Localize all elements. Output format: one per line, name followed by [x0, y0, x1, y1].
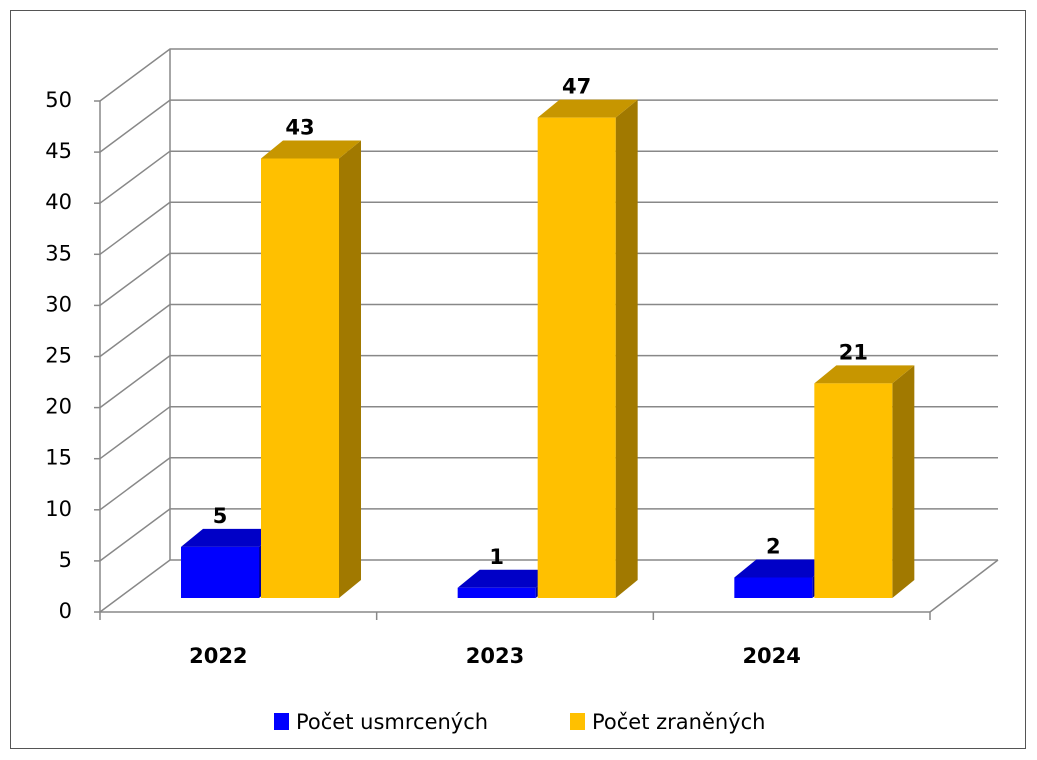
grid-line [99, 457, 998, 511]
data-label: 1 [489, 545, 504, 569]
legend-swatch [570, 713, 585, 730]
y-tick-label: 15 [45, 446, 72, 470]
grid-line [99, 48, 998, 102]
bar-top [457, 569, 558, 588]
grid-line [99, 405, 998, 460]
bar-front [537, 117, 616, 598]
grid-line [99, 201, 998, 255]
bar [261, 140, 361, 599]
data-label: 2 [766, 535, 781, 559]
bar-front [457, 587, 536, 598]
y-tick-label: 0 [59, 599, 72, 623]
grid-line [99, 150, 998, 204]
bar-top [181, 528, 281, 547]
grid-line [99, 303, 998, 358]
bar [537, 99, 638, 598]
y-tick-label: 10 [45, 497, 72, 521]
grid-line [99, 99, 998, 153]
data-label: 47 [562, 75, 591, 99]
bar-side [615, 99, 638, 598]
x-tick-label: 2023 [466, 644, 524, 668]
data-label: 5 [213, 504, 228, 528]
x-tick-label: 2024 [742, 644, 800, 668]
legend-label: Počet zraněných [592, 710, 766, 734]
y-tick-label: 50 [45, 88, 72, 112]
y-tick-label: 5 [59, 548, 72, 572]
grid-line [99, 508, 998, 562]
x-tick-label: 2022 [189, 644, 247, 668]
bar-top [814, 365, 915, 384]
legend-label: Počet usmrcených [296, 710, 488, 734]
y-tick-label: 35 [45, 241, 72, 265]
y-tick-label: 40 [45, 190, 72, 214]
bar-front [261, 158, 339, 599]
bar [814, 365, 915, 598]
bar-side [892, 365, 915, 598]
grid-line [99, 354, 998, 409]
data-label: 21 [839, 340, 868, 364]
bar-front [181, 546, 259, 598]
y-tick-label: 45 [45, 139, 72, 163]
bar-top [734, 559, 835, 578]
legend-swatch [274, 713, 289, 730]
y-tick-label: 30 [45, 292, 72, 316]
bar-side [339, 140, 361, 599]
bar-top [261, 140, 361, 159]
floor-edge [929, 559, 999, 613]
data-label: 43 [285, 116, 314, 140]
y-tick-label: 20 [45, 395, 72, 419]
grid-line [99, 252, 998, 307]
y-tick-label: 25 [45, 344, 72, 368]
bar-top [537, 99, 638, 118]
bar-front [814, 383, 893, 598]
grid-line [99, 559, 998, 613]
bar-front [734, 577, 813, 598]
